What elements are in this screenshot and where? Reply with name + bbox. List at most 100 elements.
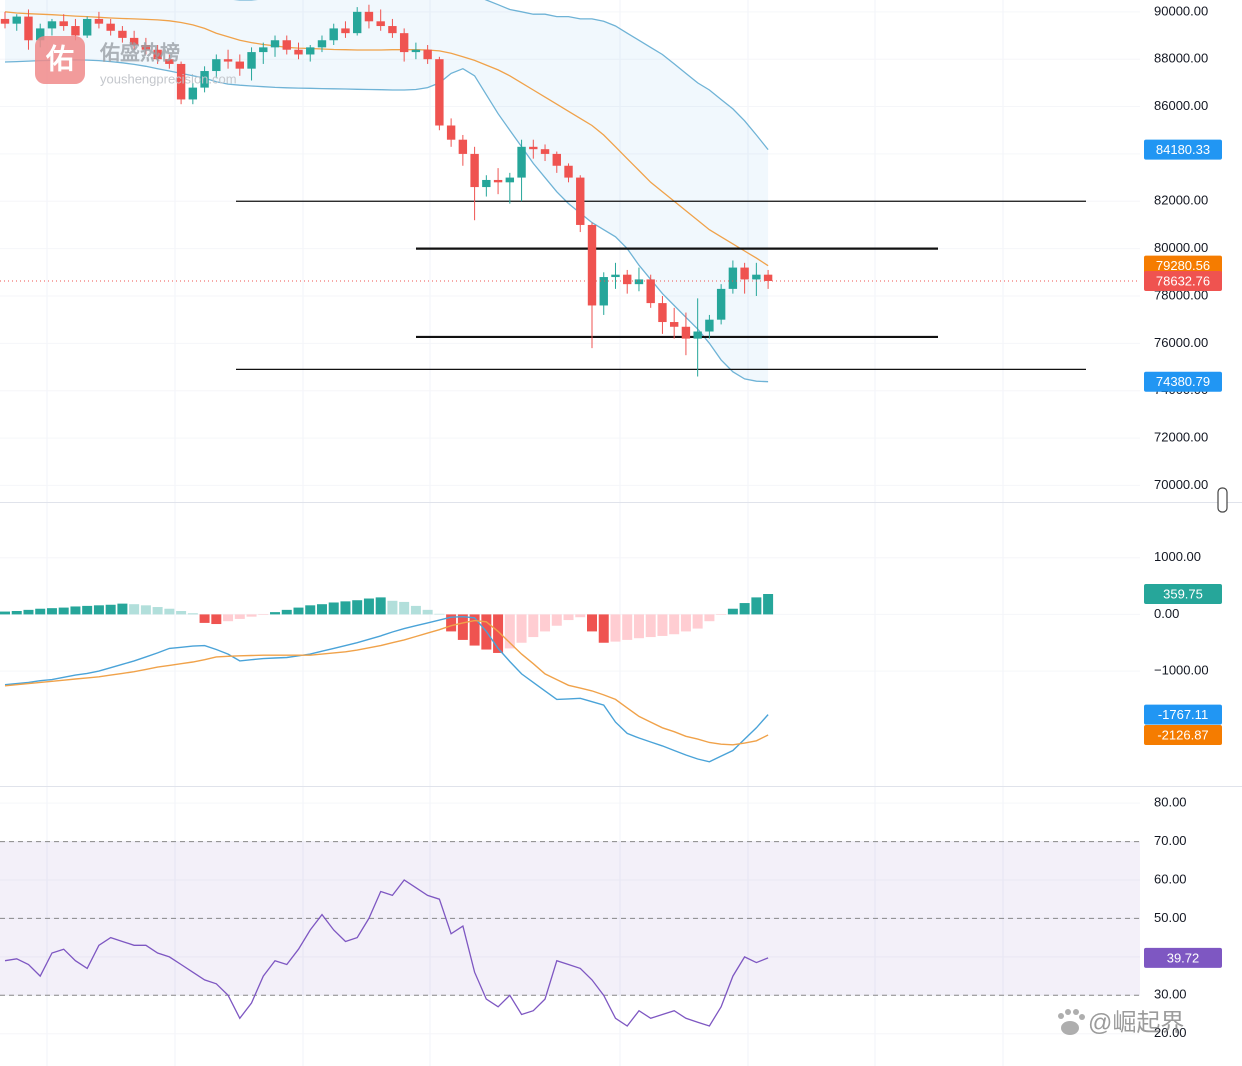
value-badge [1144, 139, 1222, 160]
histogram-bar [363, 598, 374, 615]
candle-body [446, 125, 456, 140]
histogram-bar [352, 600, 363, 615]
histogram-bar [657, 614, 668, 636]
histogram-bar [223, 614, 234, 622]
y-tick-label: 0.00 [1154, 606, 1179, 621]
candle-body [329, 28, 338, 41]
price-pane [0, 0, 1140, 486]
histogram-bar [11, 610, 22, 615]
histogram-bar [434, 613, 445, 615]
candle-body [141, 44, 151, 50]
y-tick-label: 50.00 [1154, 910, 1187, 925]
value-badge [1144, 947, 1222, 968]
histogram-bar [23, 609, 34, 615]
candle-body [0, 18, 10, 24]
histogram-bar [598, 614, 609, 643]
histogram-bar [504, 614, 515, 649]
histogram-bar [540, 614, 551, 632]
histogram-bar [422, 609, 433, 615]
histogram-bar [234, 614, 245, 619]
value-badge-label: 359.75 [1163, 586, 1203, 601]
rsi-pane [0, 802, 1140, 1035]
histogram-bar [399, 601, 410, 615]
y-tick-label: 70000.00 [1154, 477, 1208, 492]
candle-body [24, 16, 33, 41]
candle-body [634, 279, 644, 285]
candle-body [752, 274, 761, 280]
candle-body [118, 30, 127, 38]
histogram-bar [293, 607, 304, 615]
candle-body [376, 21, 385, 27]
candle-body [36, 28, 45, 41]
value-badge-label: 84180.33 [1156, 142, 1210, 157]
y-tick-label: 80000.00 [1154, 240, 1208, 255]
y-tick-label: 86000.00 [1154, 98, 1208, 113]
histogram-bar [258, 614, 269, 615]
watermark-site: youshengprecision.com [100, 71, 237, 86]
histogram-bar [633, 614, 644, 639]
histogram-bar [469, 614, 480, 646]
histogram-bar [328, 602, 339, 615]
candle-body [212, 59, 221, 72]
histogram-bar [211, 614, 222, 625]
histogram-bar [739, 603, 750, 615]
histogram-bar [152, 607, 163, 615]
value-badge-label: -2126.87 [1157, 727, 1208, 742]
candle-body [82, 18, 92, 36]
scroll-handle[interactable] [1217, 487, 1228, 513]
candle-body [165, 59, 174, 64]
histogram-bar [58, 607, 69, 615]
value-badge-label: 39.72 [1167, 950, 1200, 965]
candle-body [188, 87, 198, 100]
histogram-bar [751, 597, 762, 615]
histogram-bar [727, 608, 738, 615]
histogram-bar [270, 612, 281, 615]
candle-body [669, 322, 679, 327]
candle-body [12, 16, 21, 24]
histogram-bar [305, 605, 316, 615]
histogram-bar [340, 601, 351, 615]
indicator-line [4, 615, 769, 763]
histogram-bar [129, 604, 140, 615]
candle-body [505, 177, 515, 183]
histogram-bar [680, 614, 691, 632]
candle-body [482, 179, 491, 188]
histogram-bar [199, 614, 210, 623]
histogram-bar [669, 614, 680, 635]
candle-body [740, 267, 749, 280]
candle-body [587, 224, 597, 306]
candle-body [493, 179, 503, 183]
candle-body [658, 303, 667, 323]
candle-body [399, 33, 409, 53]
watermark-logo [35, 36, 85, 84]
histogram-bar [587, 614, 597, 632]
candle-body [59, 21, 68, 27]
candle-body [716, 288, 726, 320]
candle-body [763, 274, 773, 282]
candle-body [341, 28, 350, 34]
y-tick-label: −1000.00 [1154, 663, 1209, 678]
candle-body [353, 11, 362, 34]
y-tick-label: 1000.00 [1154, 549, 1201, 564]
histogram-bar [493, 614, 504, 653]
candle-body [129, 37, 139, 45]
histogram-bar [140, 605, 151, 615]
histogram-bar [187, 613, 198, 615]
candle-body [306, 47, 315, 55]
histogram-bar [692, 614, 703, 629]
vertical-grid [46, 0, 1004, 1066]
band-line [4, 59, 769, 383]
value-badge-label: 74380.79 [1156, 374, 1210, 389]
histogram-bar [763, 594, 774, 615]
value-badge [1144, 255, 1222, 276]
watermark-logo-text: 佑 [45, 43, 74, 74]
y-tick-label: 20.00 [1154, 1025, 1187, 1040]
candle-body [282, 40, 291, 50]
histogram-bar [316, 604, 327, 615]
candle-body [623, 274, 632, 285]
y-tick-label: 72000.00 [1154, 430, 1208, 445]
candle-body [599, 277, 608, 306]
candle-body [47, 21, 57, 29]
value-badge-label: -1767.11 [1158, 707, 1208, 722]
